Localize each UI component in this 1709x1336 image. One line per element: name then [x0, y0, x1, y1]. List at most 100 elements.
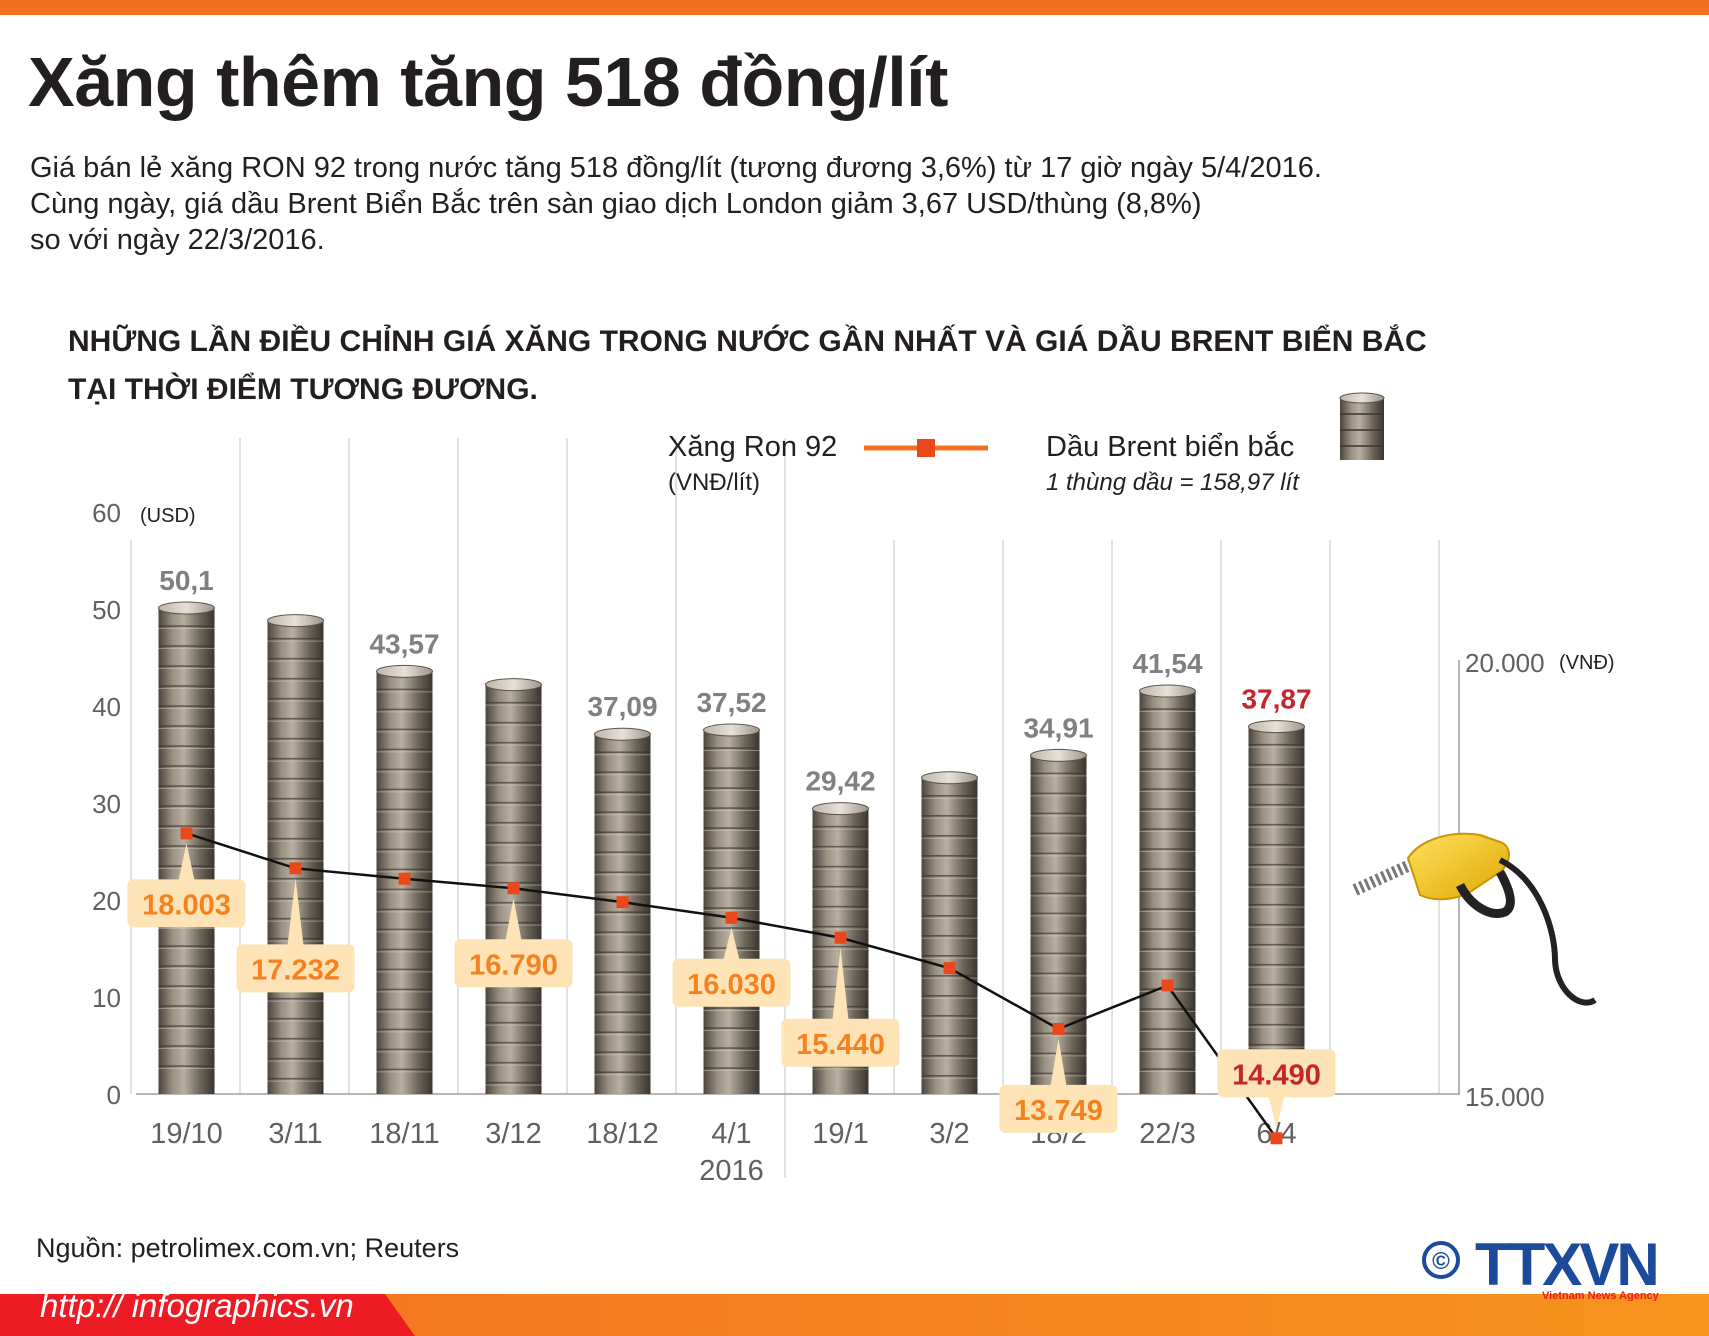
- copyright-mark: ©: [1432, 1248, 1450, 1275]
- barrel-body: [1248, 726, 1305, 1094]
- price-callout: 17.232: [236, 878, 355, 993]
- price-point: [289, 862, 302, 875]
- callout-label: 13.749: [1014, 1095, 1103, 1127]
- barrel-lid: [921, 771, 978, 785]
- bar-value-label: 29,42: [805, 766, 875, 797]
- callout-label: 18.003: [142, 889, 231, 921]
- price-callout: 18.003: [127, 843, 246, 928]
- y-left-tick-label: 50: [92, 595, 121, 625]
- callout-pointer: [1268, 1096, 1285, 1129]
- callout-pointer: [287, 878, 304, 946]
- ttxvn-logo: © TTXVN Vietnam News Agency: [1422, 1237, 1660, 1301]
- x-tick-label: 22/3: [1139, 1118, 1195, 1150]
- y-left-tick-label: 20: [92, 886, 121, 916]
- bar-value-labels: 50,1 43,57 37,09 37,52 29,42 34,91 41,54 37,87: [159, 565, 1311, 797]
- callout-pointer: [505, 898, 522, 941]
- price-point: [398, 872, 411, 885]
- y-left-tick-label: 0: [107, 1080, 121, 1110]
- bar-value-label: 43,57: [369, 628, 439, 659]
- x-tick-label: 19/10: [150, 1118, 223, 1150]
- price-point: [1052, 1022, 1065, 1035]
- price-callouts: 18.003 17.232 16.790 16.030 15.440 13.749 14.4…: [127, 843, 1336, 1133]
- barrel-bar: [703, 723, 760, 1094]
- x-year-label: 2016: [699, 1155, 764, 1187]
- legend-barrel-icon: [1339, 392, 1385, 460]
- price-callout: 13.749: [999, 1038, 1118, 1133]
- bar-value-label: 37,87: [1241, 684, 1311, 715]
- barrel-lid: [267, 614, 324, 628]
- barrel-body: [267, 620, 324, 1094]
- callout-label: 16.030: [687, 969, 776, 1001]
- chart-heading: NHỮNG LẦN ĐIỀU CHỈNH GIÁ XĂNG TRONG NƯỚC…: [68, 318, 1427, 414]
- axes: 0 10 20 30 40 50 60 (USD) 15.000 20.000 (VNĐ) 19/10…: [92, 498, 1614, 1187]
- intro-line: Giá bán lẻ xăng RON 92 trong nước tăng 5…: [30, 152, 1322, 184]
- intro-line: so với ngày 22/3/2016.: [30, 224, 325, 256]
- top-accent-bar: [0, 0, 1709, 15]
- callout-label: 17.232: [251, 954, 340, 986]
- callout-pointer: [723, 927, 740, 960]
- y-left-unit: (USD): [140, 505, 196, 527]
- price-point: [507, 882, 520, 895]
- barrel-bar: [267, 614, 324, 1094]
- legend-barrel-body: [1340, 398, 1384, 460]
- barrel-lid: [485, 678, 542, 692]
- legend-line-label: Xăng Ron 92: [668, 431, 837, 463]
- price-callout: 16.790: [454, 898, 573, 988]
- barrel-body: [594, 734, 651, 1094]
- price-point: [943, 962, 956, 975]
- x-tick-label: 18/11: [369, 1118, 439, 1150]
- callout-pointer: [1050, 1038, 1067, 1086]
- callout-pointer: [832, 947, 849, 1020]
- footer-url[interactable]: http:// infographics.vn: [40, 1287, 354, 1324]
- chart-heading-line: NHỮNG LẦN ĐIỀU CHỈNH GIÁ XĂNG TRONG NƯỚC…: [68, 325, 1427, 358]
- callout-box: [236, 944, 355, 993]
- logo-wordmark: TTXVN: [1475, 1237, 1657, 1298]
- y-right-tick-label: 20.000: [1465, 648, 1545, 678]
- x-tick-label: 3/11: [268, 1118, 322, 1150]
- callout-label: 15.440: [796, 1029, 885, 1061]
- barrel-lid: [1139, 684, 1196, 698]
- y-right-tick-label: 15.000: [1465, 1082, 1545, 1112]
- barrel-body: [1139, 691, 1196, 1094]
- legend-line-unit: (VNĐ/lít): [668, 469, 760, 496]
- bar-value-label: 37,09: [587, 691, 657, 722]
- barrel-bar: [158, 601, 215, 1094]
- price-callout: 14.490: [1217, 1049, 1336, 1129]
- callout-label: 16.790: [469, 949, 558, 981]
- barrel-bar: [1030, 748, 1087, 1094]
- barrel-lid: [812, 802, 869, 816]
- callout-box: [999, 1084, 1118, 1133]
- bar-value-label: 37,52: [696, 687, 766, 718]
- y-left-tick-label: 30: [92, 789, 121, 819]
- barrel-lid: [1030, 748, 1087, 762]
- price-line: [180, 827, 1283, 1145]
- legend-bar-label: Dầu Brent biển bắc: [1046, 430, 1294, 463]
- x-tick-label: 19/1: [812, 1118, 868, 1150]
- footer-bar: [0, 1294, 1709, 1336]
- barrel-lid: [376, 664, 433, 678]
- x-tick-label: 3/2: [929, 1118, 969, 1150]
- intro-text: Giá bán lẻ xăng RON 92 trong nước tăng 5…: [30, 150, 1322, 258]
- barrel-bar: [1248, 720, 1305, 1094]
- barrel-lid: [703, 723, 760, 737]
- callout-pointer: [178, 843, 195, 881]
- intro-line: Cùng ngày, giá dầu Brent Biển Bắc trên s…: [30, 188, 1202, 220]
- y-left-tick-label: 10: [92, 983, 121, 1013]
- y-right-unit: (VNĐ): [1559, 652, 1615, 674]
- x-tick-label: 18/12: [586, 1118, 659, 1150]
- barrel-body: [1030, 755, 1087, 1094]
- chart-heading-line: TẠI THỜI ĐIỂM TƯƠNG ĐƯƠNG.: [68, 373, 538, 406]
- price-point: [834, 931, 847, 944]
- price-point: [725, 911, 738, 924]
- price-callout: 16.030: [672, 927, 791, 1007]
- callout-box: [1217, 1049, 1336, 1098]
- bar-value-label: 50,1: [159, 565, 214, 596]
- legend-bar-note: 1 thùng dầu = 158,97 lít: [1046, 469, 1300, 496]
- price-point: [1161, 979, 1174, 992]
- price-point: [1270, 1132, 1283, 1145]
- barrel-bar: [594, 727, 651, 1094]
- barrel-lid: [594, 727, 651, 741]
- y-left-tick-label: 40: [92, 692, 121, 722]
- source-note: Nguồn: petrolimex.com.vn; Reuters: [36, 1233, 460, 1263]
